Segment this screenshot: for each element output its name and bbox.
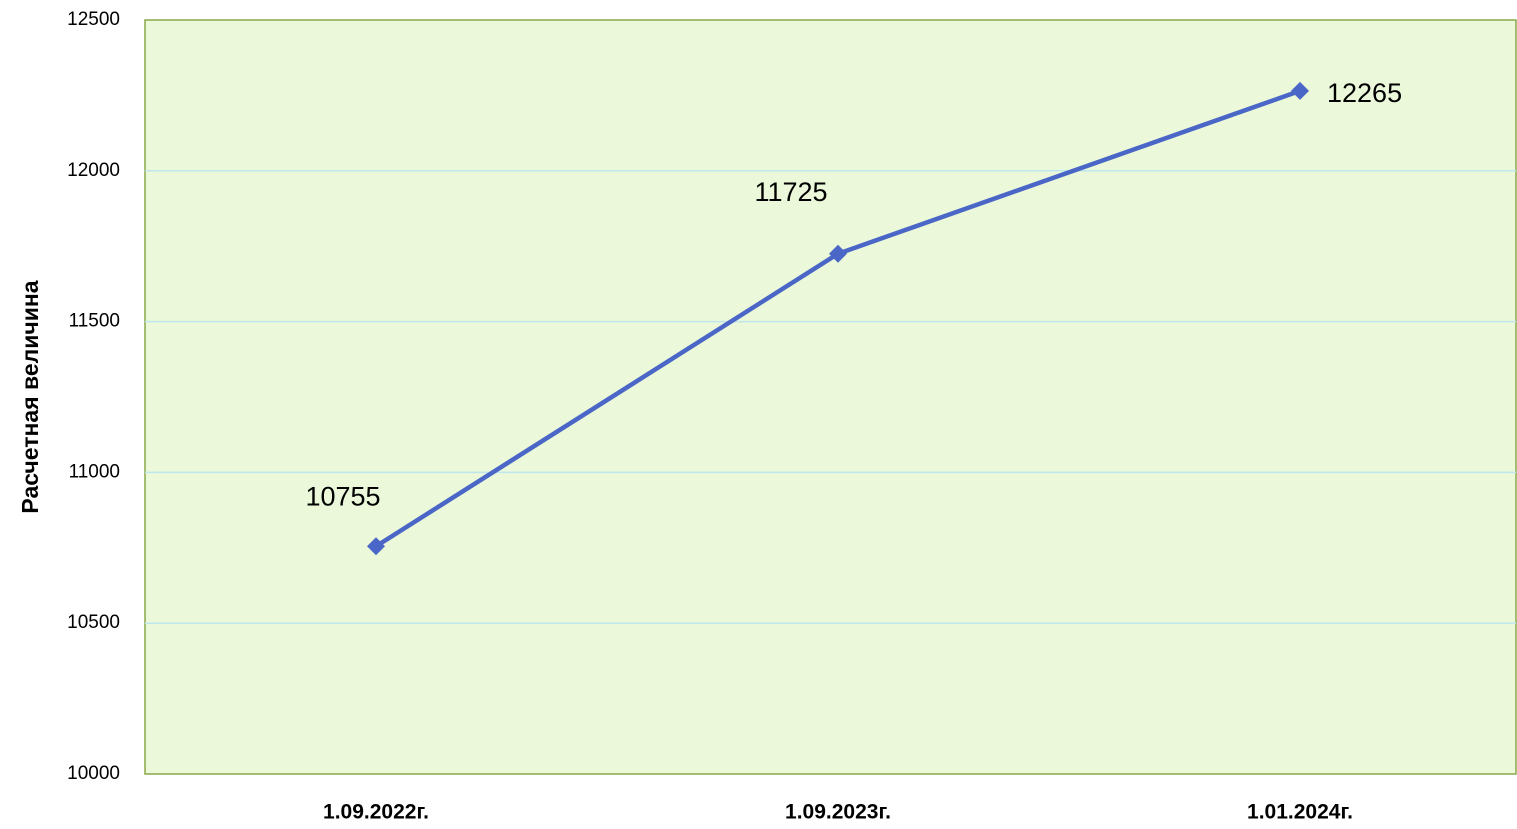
y-tick-label: 10500 (67, 612, 120, 633)
data-label: 11725 (754, 177, 827, 207)
y-tick-label: 10000 (67, 763, 120, 784)
x-tick-label: 1.09.2023г. (785, 801, 891, 824)
y-tick-label: 12000 (67, 160, 120, 181)
x-tick-label: 1.09.2022г. (323, 801, 429, 824)
plot-area (144, 19, 1517, 775)
y-tick-label: 11000 (69, 461, 120, 482)
y-tick-label: 12500 (67, 9, 120, 30)
data-label: 12265 (1327, 78, 1402, 108)
y-tick-label: 11500 (69, 311, 120, 332)
y-axis-label: Расчетная величина (17, 280, 43, 513)
marker (367, 537, 385, 556)
x-tick-label: 1.01.2024г. (1247, 801, 1353, 824)
marker (1291, 81, 1309, 100)
marker (829, 244, 847, 263)
data-label: 10755 (305, 481, 380, 511)
